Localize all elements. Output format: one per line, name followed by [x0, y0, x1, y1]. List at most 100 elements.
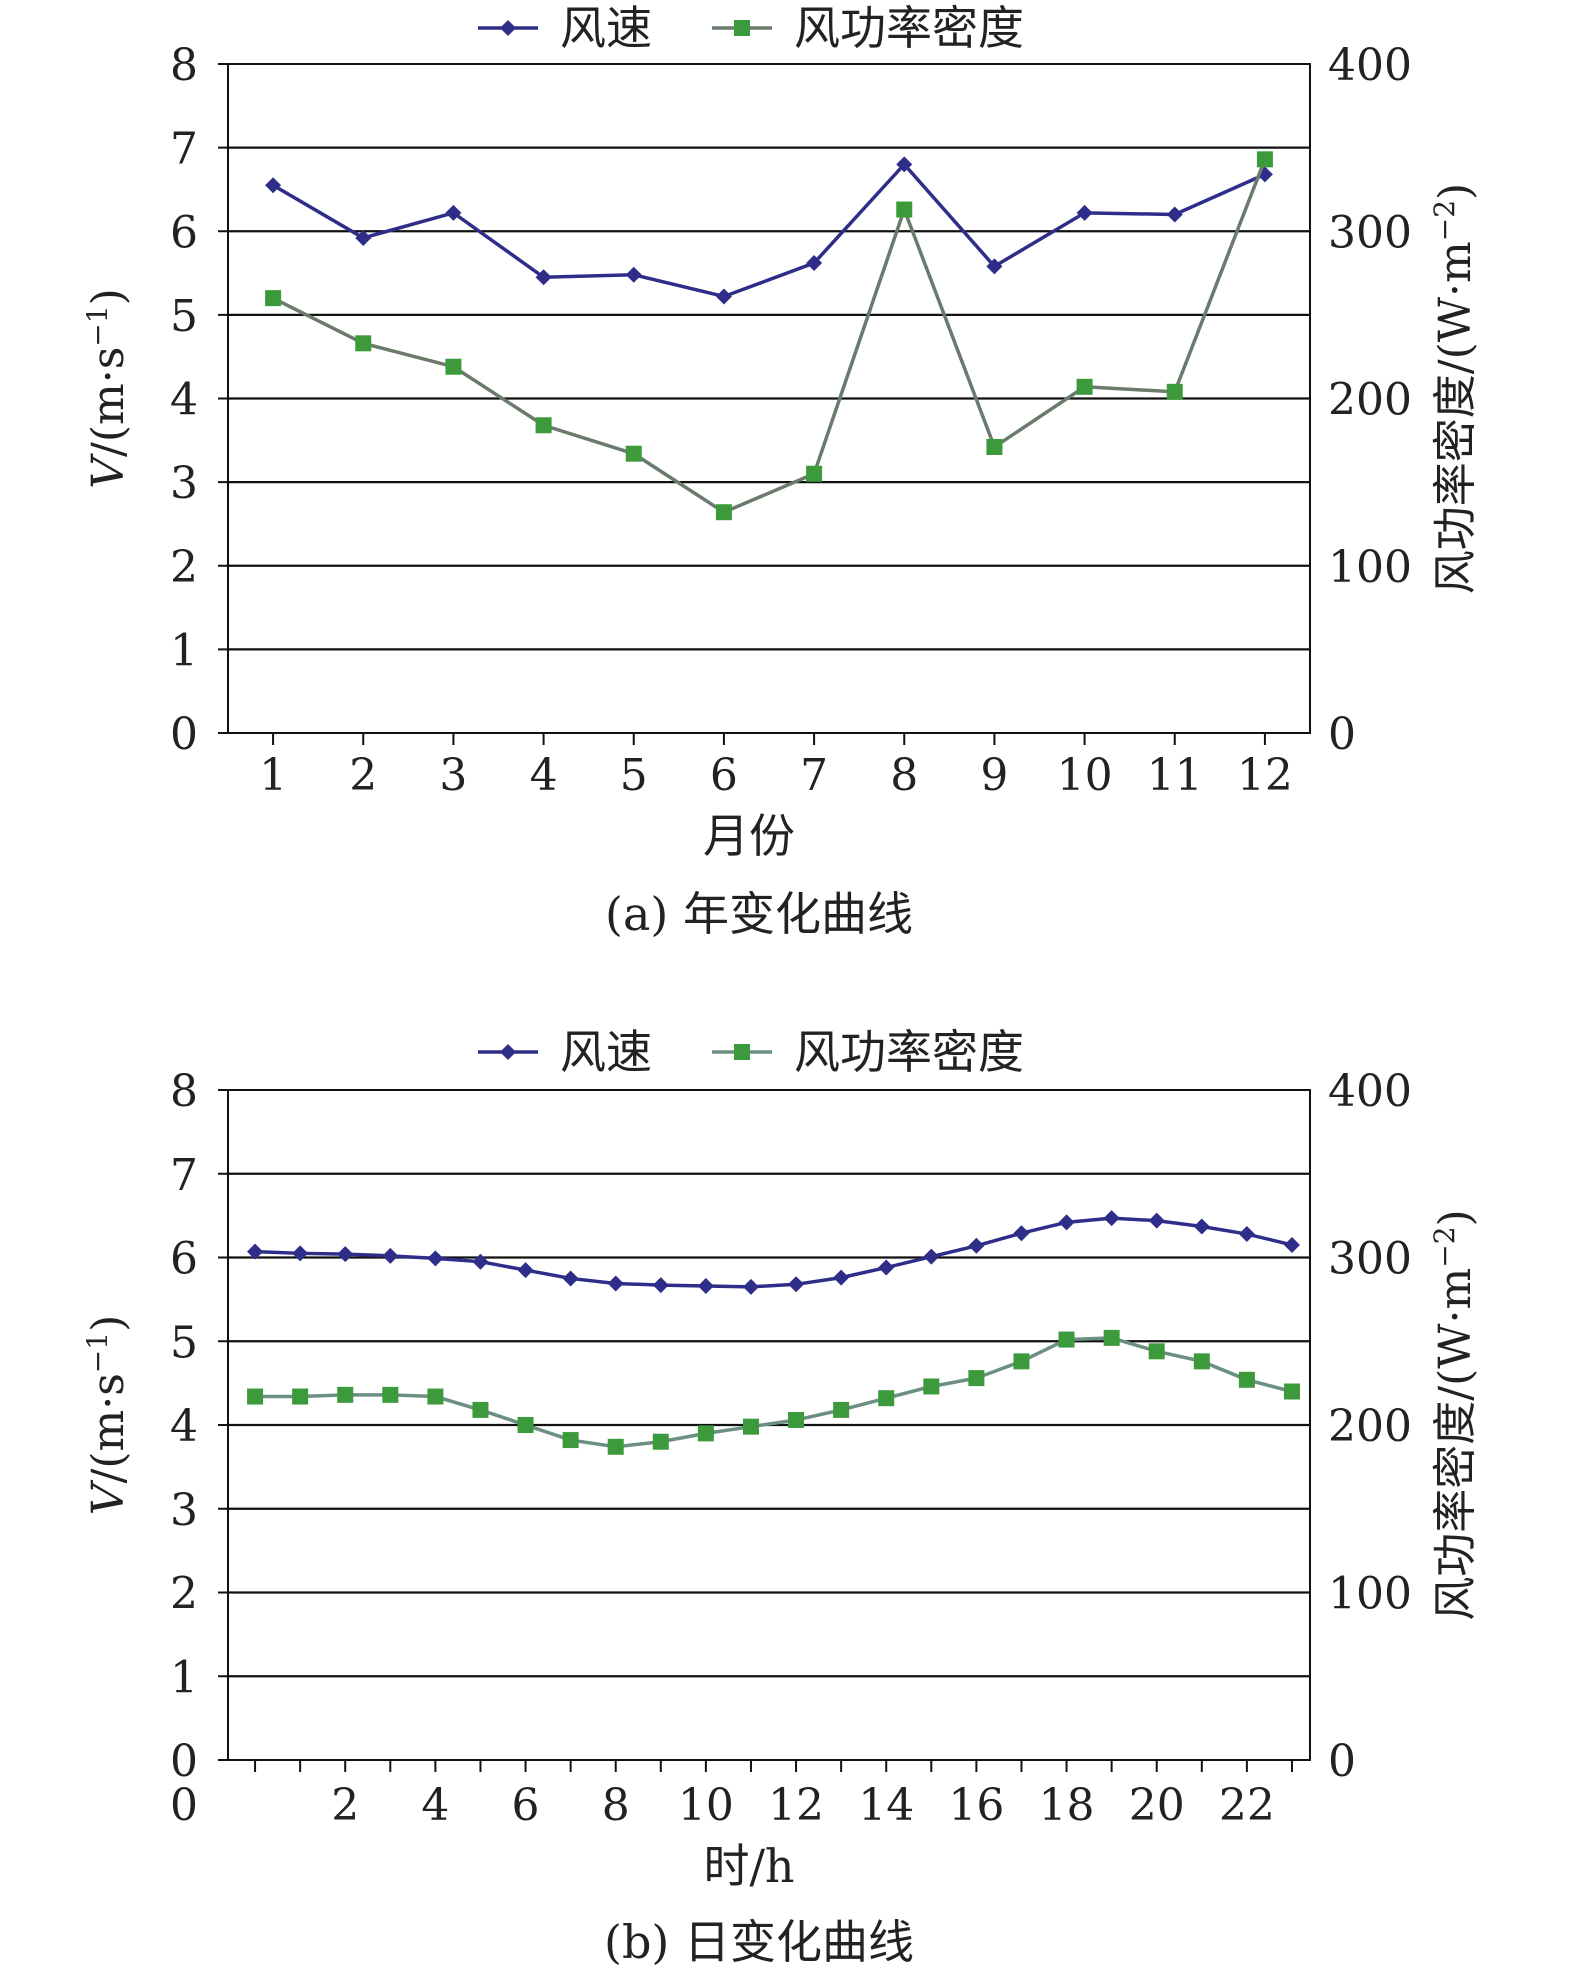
point-wind-speed	[625, 266, 642, 283]
point-wind-speed	[742, 1278, 759, 1295]
x-tick-label: 12	[768, 1780, 824, 1831]
legend-label-wind-power-density: 风功率密度	[794, 1025, 1024, 1079]
point-wind-speed	[517, 1262, 534, 1279]
x-tick-label: 16	[948, 1780, 1004, 1831]
point-wind-power-density	[833, 1401, 850, 1418]
y-left-tick-label: 5	[170, 291, 198, 342]
x-origin-label: 0	[170, 1780, 198, 1831]
y-left-tick-label: 5	[170, 1317, 198, 1368]
x-axis-label: 时/h	[703, 1839, 794, 1893]
legend-label-wind-speed: 风速	[560, 1025, 652, 1079]
point-wind-power-density	[878, 1390, 895, 1407]
point-wind-power-density	[445, 358, 462, 375]
legend-label-wind-power-density: 风功率密度	[794, 1, 1024, 55]
point-wind-power-density	[806, 465, 823, 482]
y-right-tick-label: 300	[1328, 1234, 1412, 1285]
x-tick-label: 12	[1237, 750, 1293, 801]
y-left-axis-label: V/(m·s−1)	[81, 288, 134, 489]
point-wind-speed	[562, 1270, 579, 1287]
x-tick-label: 6	[710, 750, 738, 801]
y-right-tick-label: 300	[1328, 207, 1412, 258]
y-left-tick-label: 6	[170, 1234, 198, 1285]
point-wind-speed	[923, 1248, 940, 1265]
point-wind-power-density	[896, 201, 913, 218]
point-wind-speed	[1058, 1214, 1075, 1231]
point-wind-speed	[1238, 1226, 1255, 1243]
x-tick-label: 11	[1147, 750, 1203, 801]
point-wind-speed	[968, 1237, 985, 1254]
point-wind-power-density	[1058, 1331, 1075, 1348]
point-wind-power-density	[923, 1378, 940, 1395]
point-wind-power-density	[535, 417, 552, 434]
y-right-tick-label: 400	[1328, 1066, 1412, 1117]
point-wind-power-density	[517, 1417, 534, 1433]
legend-marker-wind-power-density	[734, 1044, 750, 1060]
x-tick-label: 3	[439, 750, 467, 801]
point-wind-power-density	[1283, 1383, 1300, 1400]
y-left-tick-label: 7	[170, 1150, 198, 1201]
point-wind-speed	[1076, 204, 1093, 221]
legend-marker-wind-power-density	[734, 20, 750, 36]
point-wind-speed	[445, 204, 462, 221]
point-wind-power-density	[292, 1388, 309, 1405]
y-left-tick-label: 1	[170, 1652, 198, 1703]
x-tick-label: 4	[530, 750, 558, 801]
y-left-tick-label: 0	[170, 709, 198, 760]
point-wind-power-density	[562, 1432, 579, 1449]
point-wind-speed	[1103, 1210, 1120, 1227]
point-wind-power-density	[337, 1386, 354, 1403]
point-wind-power-density	[247, 1388, 264, 1405]
y-left-tick-label: 1	[170, 625, 198, 676]
point-wind-speed	[427, 1250, 444, 1267]
x-tick-label: 10	[1057, 750, 1113, 801]
point-wind-power-density	[1148, 1343, 1165, 1360]
y-left-tick-label: 7	[170, 124, 198, 175]
point-wind-power-density	[625, 445, 642, 462]
y-left-tick-label: 8	[170, 40, 198, 91]
point-wind-power-density	[986, 439, 1003, 456]
x-tick-label: 2	[331, 1780, 359, 1831]
x-tick-label: 8	[890, 750, 918, 801]
point-wind-power-density	[1166, 383, 1183, 400]
x-tick-label: 6	[512, 1780, 540, 1831]
point-wind-speed	[878, 1259, 895, 1276]
x-tick-label: 8	[602, 1780, 630, 1831]
point-wind-power-density	[607, 1438, 624, 1455]
y-right-axis-label: 风功率密度/(W·m−2)	[1428, 1209, 1481, 1620]
point-wind-speed	[715, 288, 732, 305]
y-right-tick-label: 100	[1328, 1569, 1412, 1620]
x-tick-label: 1	[259, 750, 287, 801]
point-wind-speed	[652, 1277, 669, 1294]
y-left-tick-label: 2	[170, 542, 198, 593]
y-left-tick-label: 4	[170, 1401, 198, 1452]
point-wind-power-density	[742, 1418, 759, 1435]
legend-marker-wind-speed	[500, 20, 516, 36]
y-left-axis-label: V/(m·s−1)	[81, 1315, 134, 1516]
y-right-tick-label: 400	[1328, 40, 1412, 91]
point-wind-power-density	[788, 1411, 805, 1428]
x-tick-label: 20	[1129, 1780, 1185, 1831]
panel-caption: (a) 年变化曲线	[605, 887, 913, 941]
x-tick-label: 5	[620, 750, 648, 801]
x-tick-label: 4	[421, 1780, 449, 1831]
y-left-tick-label: 3	[170, 1485, 198, 1536]
y-left-tick-label: 0	[170, 1736, 198, 1787]
y-left-tick-label: 8	[170, 1066, 198, 1117]
y-right-tick-label: 0	[1328, 709, 1356, 760]
x-tick-label: 9	[980, 750, 1008, 801]
point-wind-power-density	[427, 1388, 444, 1405]
point-wind-speed	[697, 1277, 714, 1294]
point-wind-speed	[806, 255, 823, 272]
point-wind-speed	[1166, 206, 1183, 223]
point-wind-power-density	[968, 1370, 985, 1387]
point-wind-power-density	[652, 1433, 669, 1450]
point-wind-power-density	[1076, 378, 1093, 395]
x-tick-label: 14	[858, 1780, 914, 1831]
point-wind-speed	[1283, 1236, 1300, 1253]
point-wind-speed	[247, 1243, 264, 1260]
point-wind-power-density	[472, 1401, 489, 1418]
point-wind-speed	[355, 229, 372, 246]
